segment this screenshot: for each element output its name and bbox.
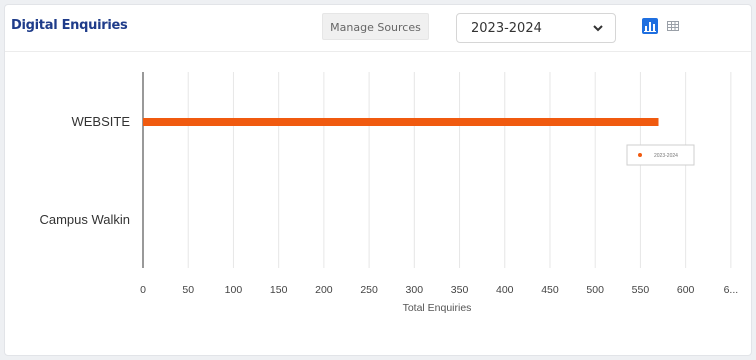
year-select-value: 2023-2024	[471, 21, 542, 36]
x-tick-label: 200	[315, 284, 333, 296]
digital-enquiries-card: Digital Enquiries Manage Sources 2023-20…	[4, 4, 752, 356]
x-tick-label: 50	[182, 284, 194, 296]
x-tick-label: 0	[140, 284, 146, 296]
year-select[interactable]: 2023-2024	[456, 13, 616, 43]
bar	[143, 118, 659, 126]
x-axis-title: Total Enquiries	[403, 302, 472, 314]
manage-sources-button[interactable]: Manage Sources	[322, 13, 429, 40]
x-tick-label: 350	[451, 284, 469, 296]
x-tick-label: 300	[406, 284, 424, 296]
chart-view-icon[interactable]	[642, 18, 658, 34]
x-tick-labels: 0 50 100 150 200 250 300 350 400 450 500 550 600 6...	[140, 284, 738, 296]
category-label: WEBSITE	[71, 114, 130, 129]
x-tick-label: 150	[270, 284, 288, 296]
x-tick-label: 400	[496, 284, 514, 296]
chart-gridlines	[187, 72, 732, 268]
x-tick-label: 6...	[724, 284, 739, 296]
card-title: Digital Enquiries	[11, 18, 128, 33]
card-header: Digital Enquiries Manage Sources 2023-20…	[5, 5, 751, 52]
x-tick-label: 500	[586, 284, 604, 296]
legend-label: 2023-2024	[654, 153, 678, 159]
x-tick-label: 600	[677, 284, 695, 296]
legend-marker	[638, 153, 642, 157]
x-tick-label: 100	[225, 284, 243, 296]
category-label: Campus Walkin	[39, 212, 130, 227]
bar-chart-icon	[644, 22, 656, 32]
chart-legend: 2023-2024	[626, 144, 695, 166]
chart-bars	[143, 118, 659, 126]
table-view-icon[interactable]	[666, 19, 680, 33]
x-tick-label: 250	[360, 284, 378, 296]
x-tick-label: 450	[541, 284, 559, 296]
x-tick-label: 550	[632, 284, 650, 296]
legend-box	[626, 144, 695, 166]
grid-table-icon	[667, 21, 679, 31]
category-labels: WEBSITE Campus Walkin	[39, 114, 130, 227]
chevron-down-icon	[593, 25, 603, 32]
